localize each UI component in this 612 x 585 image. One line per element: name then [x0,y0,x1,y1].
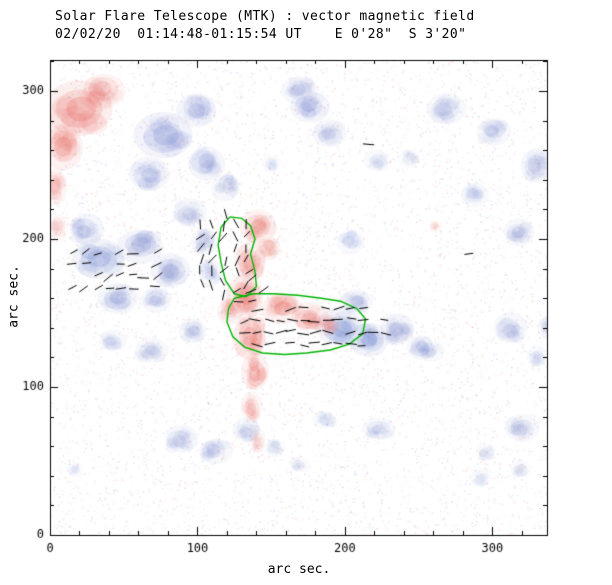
y-axis-label: arc sec. [6,265,22,328]
x-axis-label: arc sec. [267,562,331,577]
